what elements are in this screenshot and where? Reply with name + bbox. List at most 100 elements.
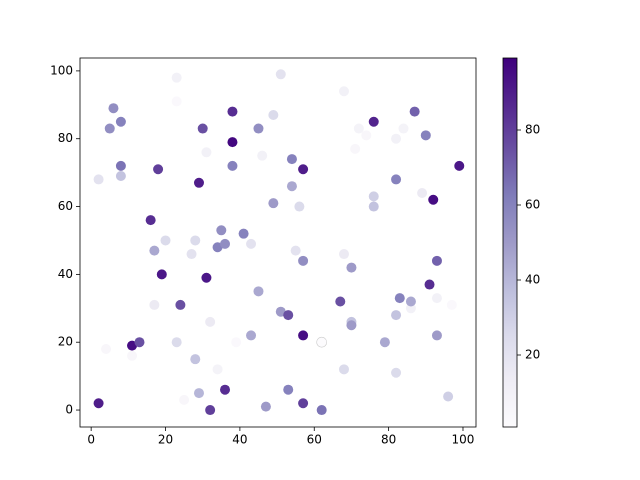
point [409,106,420,117]
point [115,160,126,171]
point [212,364,223,375]
point [275,69,286,80]
point [127,350,138,361]
point [246,330,257,341]
point [93,174,104,185]
point [298,164,309,175]
point [316,336,327,348]
point [238,228,249,239]
colorbar-tick-label: 20 [525,348,540,362]
point [175,299,186,310]
point [190,235,201,246]
point [171,96,182,107]
point [391,133,402,144]
y-tick-label: 20 [58,335,73,349]
point [335,296,346,307]
point [368,116,379,127]
y-tick-label: 40 [58,267,73,281]
point [298,398,309,409]
point [454,160,465,171]
point [246,238,257,249]
point [101,343,112,354]
point [431,330,442,341]
point [216,225,227,236]
point [346,262,357,273]
point [298,255,309,266]
y-tick-label: 100 [50,63,73,77]
point [253,123,264,134]
point [227,106,238,117]
point [193,388,204,399]
colorbar-tick-label: 60 [525,198,540,212]
point [443,391,454,402]
x-tick-label: 40 [232,433,247,447]
y-tick-label: 0 [65,403,73,417]
point [220,238,231,249]
point [446,299,457,310]
point [339,86,349,97]
point [227,137,238,148]
point [193,177,204,188]
point [379,337,390,348]
point [391,367,402,378]
point [220,384,231,395]
colorbar-tick-label: 80 [525,123,540,137]
x-tick-label: 60 [307,433,322,447]
point [283,384,294,395]
point [405,296,416,307]
point [145,215,156,226]
point [134,337,145,348]
x-tick-label: 0 [87,433,95,447]
point [286,181,297,192]
point [108,103,119,114]
point [268,109,279,120]
point [104,123,115,134]
point [212,242,223,253]
point [290,245,301,256]
point [260,401,271,412]
colorbar-tick-label: 40 [525,273,540,287]
point [431,255,442,266]
point [420,130,431,141]
point [431,293,442,304]
point [394,293,405,304]
point [361,130,372,141]
point [391,310,402,321]
point [127,340,138,351]
point [186,249,197,260]
point [115,171,126,182]
point [160,235,171,246]
point [353,123,364,134]
point [339,364,349,375]
point [201,272,212,283]
point [153,164,164,175]
point [428,194,439,205]
point [294,201,305,212]
point [231,337,242,348]
point [368,201,379,212]
point [197,123,208,134]
point [93,398,104,409]
point [205,316,216,327]
point [253,286,264,297]
point [201,147,212,158]
colorbar-frame [502,57,518,428]
point [115,116,126,127]
colorbar [503,58,517,427]
point [149,299,160,310]
x-tick-label: 100 [452,433,475,447]
x-tick-label: 80 [381,433,396,447]
point [286,154,297,165]
point [227,160,238,171]
point [346,320,357,331]
point [339,249,349,260]
point [179,394,190,405]
point [156,269,167,280]
y-tick-label: 80 [58,131,73,145]
point [350,143,361,154]
point [316,405,327,416]
point [205,405,216,416]
point [268,198,279,209]
point [190,354,201,365]
